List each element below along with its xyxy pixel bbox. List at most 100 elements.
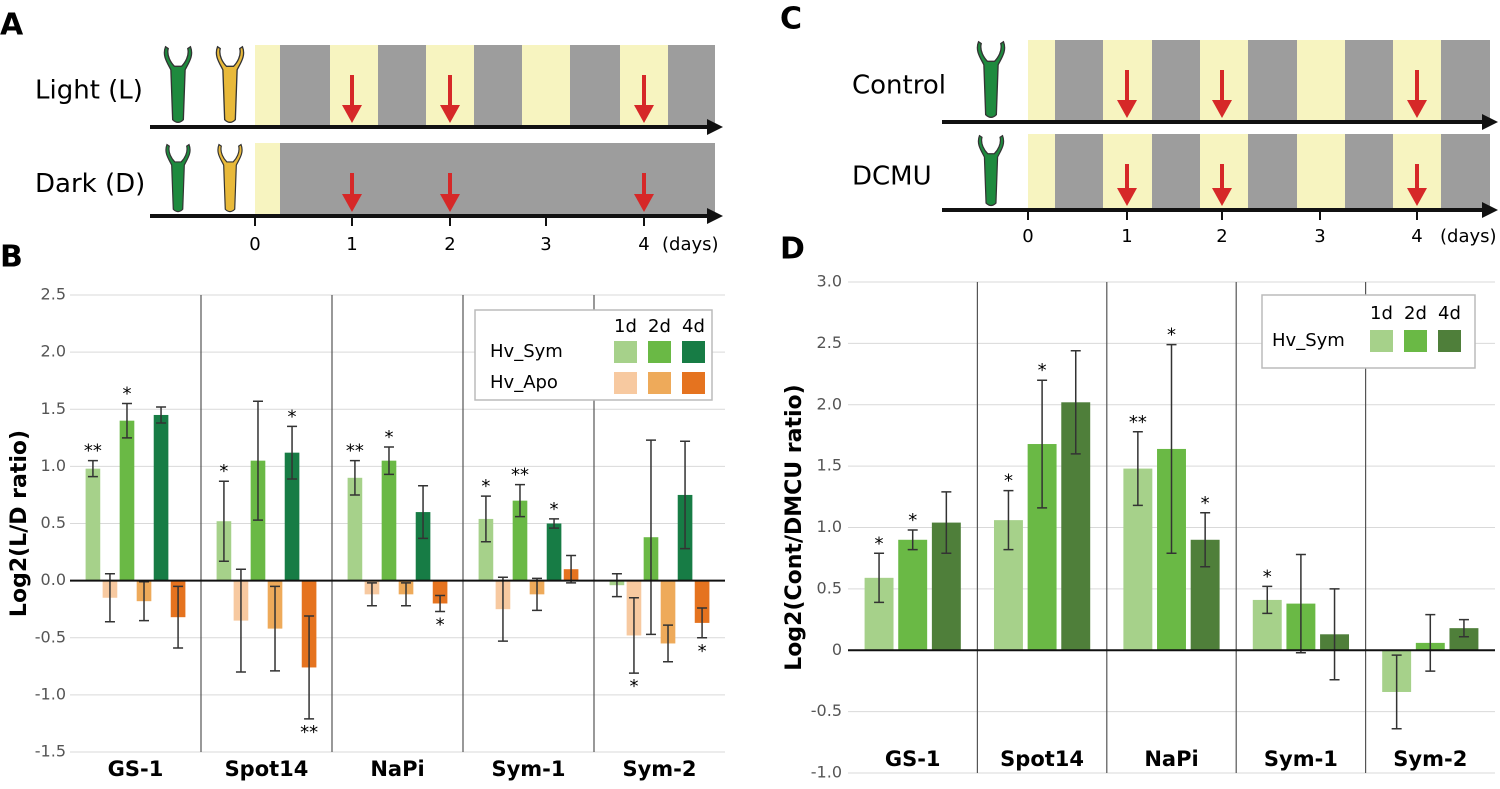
legend-swatch bbox=[614, 341, 637, 363]
sampling-arrow-head bbox=[440, 105, 460, 123]
chart-panel: B Log2(L/D ratio) -1.5 -1.0 -0.5 0.0 0.5 1.0 1.5… bbox=[0, 240, 725, 781]
panel-a: A Light (L) Dark (D) 0 1 2 3 4 (days) bbox=[0, 8, 723, 255]
error-bar bbox=[611, 573, 622, 598]
error-bar bbox=[270, 585, 281, 672]
category-label: Sym-1 bbox=[491, 757, 565, 781]
hydra-icon bbox=[163, 45, 193, 124]
panel-c: C Control DCMU 0 1 2 3 4 (days) bbox=[780, 2, 1498, 247]
y-tick-label: 2.0 bbox=[817, 394, 842, 413]
y-tick-label: -0.5 bbox=[35, 627, 66, 646]
dark-period bbox=[474, 143, 522, 214]
error-bar bbox=[1132, 431, 1143, 507]
day-label: 1 bbox=[1121, 226, 1132, 247]
y-tick-label: 2.5 bbox=[41, 285, 66, 304]
error-bar bbox=[366, 582, 377, 607]
row-label: Control bbox=[852, 71, 946, 101]
y-tick-label: 2.0 bbox=[41, 342, 66, 361]
dark-period bbox=[1345, 40, 1393, 120]
sampling-arrow-head bbox=[634, 194, 654, 212]
legend-swatch bbox=[682, 372, 705, 394]
dark-period bbox=[1441, 40, 1490, 120]
dark-period bbox=[378, 45, 426, 125]
significance-mark: * bbox=[1004, 471, 1013, 492]
sampling-arrow-head bbox=[1212, 100, 1232, 118]
error-bar bbox=[1262, 585, 1273, 615]
legend-period: 2d bbox=[648, 316, 671, 337]
bar bbox=[381, 460, 397, 581]
light-period bbox=[522, 45, 570, 125]
axis-arrow bbox=[707, 208, 723, 224]
significance-mark: * bbox=[436, 614, 445, 635]
error-bar bbox=[401, 582, 412, 607]
dark-period bbox=[1152, 40, 1200, 120]
axis-arrow bbox=[1482, 202, 1498, 218]
bar bbox=[1449, 628, 1479, 651]
hydra-icon bbox=[165, 143, 191, 213]
error-bar bbox=[1003, 489, 1014, 551]
legend-label: Hv_Sym bbox=[490, 341, 563, 362]
error-bar bbox=[1329, 588, 1340, 681]
dark-period bbox=[474, 45, 522, 125]
error-bar bbox=[1391, 654, 1402, 730]
error-bar bbox=[435, 594, 446, 613]
category-label: NaPi bbox=[370, 757, 424, 781]
panel-label: B bbox=[0, 240, 23, 275]
error-bar bbox=[173, 585, 184, 649]
light-period bbox=[255, 143, 280, 214]
y-tick-label: 0.0 bbox=[41, 570, 66, 589]
category-label: GS-1 bbox=[108, 757, 164, 781]
error-bar bbox=[874, 552, 885, 604]
dark-period bbox=[1345, 134, 1393, 208]
hydra-icon bbox=[977, 134, 1005, 207]
significance-mark: * bbox=[1263, 566, 1272, 587]
error-bar bbox=[304, 615, 315, 720]
dark-period bbox=[1152, 134, 1200, 208]
chart-panel: D Log2(Cont/DMCU ratio) -1.0 -0.5 0 0.5 1.0 1.5… bbox=[780, 232, 1495, 782]
light-period bbox=[1297, 134, 1345, 208]
bar bbox=[898, 539, 928, 651]
sampling-arrow-head bbox=[1117, 188, 1137, 206]
y-tick-label: 1.0 bbox=[41, 456, 66, 475]
significance-mark: * bbox=[550, 499, 559, 520]
bar bbox=[119, 420, 135, 581]
legend-period: 4d bbox=[682, 316, 705, 337]
bar bbox=[694, 580, 710, 623]
day-unit: (days) bbox=[1440, 226, 1497, 247]
legend-swatch bbox=[682, 341, 705, 363]
legend-period: 2d bbox=[1404, 303, 1427, 324]
day-label: 1 bbox=[346, 234, 357, 255]
sampling-arrow-head bbox=[1212, 188, 1232, 206]
error-bar bbox=[628, 597, 639, 674]
bar bbox=[415, 512, 431, 581]
bar bbox=[512, 500, 528, 581]
y-tick-label: 1.5 bbox=[41, 399, 66, 418]
y-tick-label: 3.0 bbox=[817, 272, 842, 291]
significance-mark: * bbox=[908, 510, 917, 531]
significance-mark: * bbox=[122, 384, 131, 405]
y-tick-label: 0.5 bbox=[817, 578, 842, 597]
error-bar bbox=[349, 459, 360, 496]
y-tick-label: -1.0 bbox=[35, 684, 66, 703]
bar bbox=[478, 518, 494, 581]
sampling-arrow-head bbox=[1407, 100, 1427, 118]
dark-period bbox=[280, 143, 330, 214]
significance-mark: ** bbox=[84, 441, 102, 462]
dark-period bbox=[1055, 40, 1103, 120]
y-tick-label: -1.5 bbox=[35, 742, 66, 761]
day-unit: (days) bbox=[662, 234, 719, 255]
y-tick-label: 2.5 bbox=[817, 333, 842, 352]
dark-period bbox=[668, 45, 715, 125]
dark-period bbox=[668, 143, 715, 214]
day-label: 3 bbox=[1314, 226, 1325, 247]
significance-mark: * bbox=[384, 427, 393, 448]
sampling-arrow-head bbox=[634, 105, 654, 123]
category-label: Spot14 bbox=[225, 757, 309, 781]
category-label: Sym-1 bbox=[1264, 747, 1338, 771]
error-bar bbox=[121, 402, 132, 439]
legend-period: 4d bbox=[1438, 303, 1461, 324]
day-label: 4 bbox=[638, 234, 649, 255]
error-bar bbox=[941, 491, 952, 555]
sampling-arrow-head bbox=[342, 194, 362, 212]
significance-mark: * bbox=[1038, 360, 1047, 381]
dark-period bbox=[1441, 134, 1490, 208]
